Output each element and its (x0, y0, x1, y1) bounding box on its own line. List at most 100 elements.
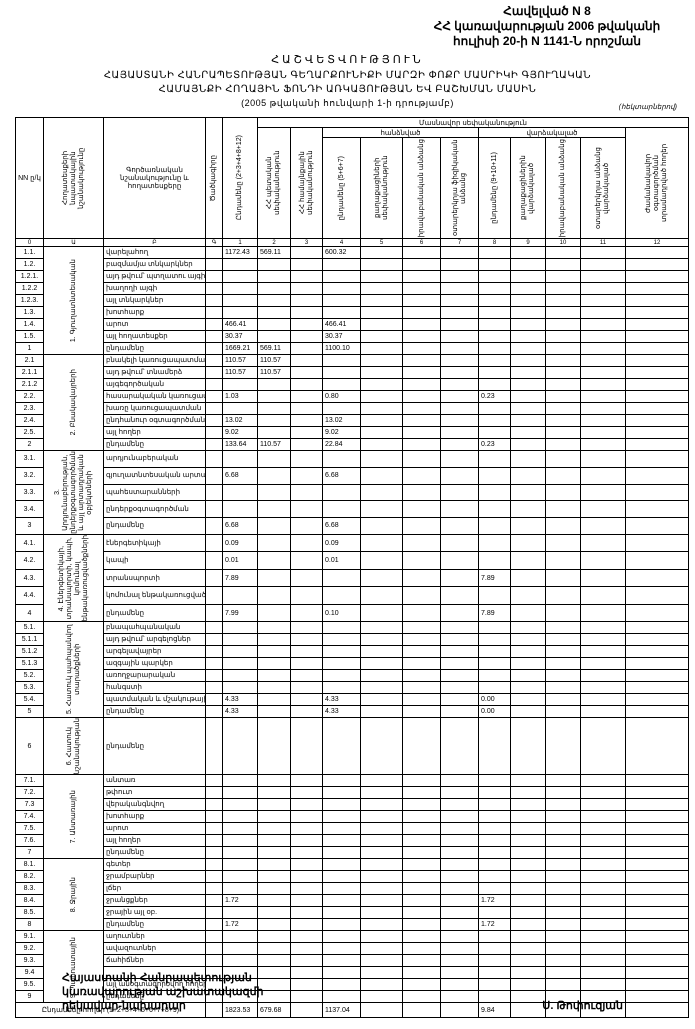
value-c9 (510, 466, 546, 485)
code-cell (205, 882, 223, 896)
row-name: ընդամենը (103, 705, 206, 719)
row-name: ընդամենը (103, 342, 206, 355)
value-c12 (624, 774, 690, 788)
value-c5 (360, 438, 403, 451)
value-c12 (624, 657, 690, 671)
table-row: 8.1. 8. Ջրային գետեր (15, 858, 690, 932)
row-number: 4.3. (15, 568, 44, 588)
table-row: 2.3. խառը կառուցապատման (15, 402, 690, 415)
value-c1: 1172.43 (222, 246, 258, 259)
row-number: 7.5. (15, 822, 44, 836)
code-cell (205, 942, 223, 956)
value-c7 (440, 966, 479, 980)
value-c1: 0.09 (222, 533, 258, 553)
value-c11 (580, 603, 626, 623)
column-number: 12 (624, 238, 690, 247)
value-c9 (510, 774, 546, 788)
value-c3 (290, 798, 323, 812)
value-c4 (322, 681, 361, 695)
value-c7 (440, 774, 479, 788)
value-c10 (545, 282, 581, 295)
value-c1 (222, 402, 258, 415)
table-row: 3.1. 3. Արդյունաբերության, ընդերքօգտագործ… (15, 450, 690, 535)
value-c9 (510, 870, 546, 884)
row-number: 8.4. (15, 894, 44, 908)
value-c7 (440, 870, 479, 884)
value-c4 (322, 306, 361, 319)
value-c11 (580, 954, 626, 968)
value-c10 (545, 354, 581, 367)
value-c1 (222, 882, 258, 896)
value-c12 (624, 294, 690, 307)
code-cell (205, 483, 223, 502)
value-c7 (440, 551, 479, 570)
value-c8 (478, 270, 511, 283)
value-c1 (222, 786, 258, 800)
value-c9 (510, 954, 546, 968)
row-number: 2.2. (15, 390, 44, 403)
value-c10 (545, 657, 581, 671)
value-c6 (402, 906, 441, 920)
value-c9 (510, 270, 546, 283)
value-c12 (624, 705, 690, 719)
value-c10 (545, 517, 581, 535)
value-c5 (360, 390, 403, 403)
table-row: 4.4. կոմունալ ենթակառուցվածքների (15, 586, 690, 605)
value-c8 (478, 450, 511, 468)
header-sub2: վարձակալած (478, 127, 626, 138)
value-c3 (290, 378, 323, 391)
value-c9 (510, 414, 546, 427)
value-c11 (580, 533, 626, 553)
value-c12 (624, 978, 690, 992)
value-c6 (402, 466, 441, 485)
table-row: 1.2.3. այլ տնկարկներ (15, 294, 690, 307)
row-name: արդյունաբերական (103, 450, 206, 468)
column-number: Գ (205, 238, 223, 247)
value-c3 (290, 966, 323, 980)
value-c9 (510, 450, 546, 468)
value-c7 (440, 500, 479, 519)
value-c10 (545, 978, 581, 992)
value-c5 (360, 858, 403, 872)
value-c2: 110.57 (257, 438, 291, 451)
value-c4 (322, 834, 361, 848)
value-c5 (360, 894, 403, 908)
value-c11 (580, 942, 626, 956)
row-number: 2.4. (15, 414, 44, 427)
value-c4 (322, 930, 361, 944)
column-number: 8 (478, 238, 511, 247)
value-c9 (510, 342, 546, 355)
value-c7 (440, 858, 479, 872)
value-c9 (510, 705, 546, 719)
value-c4: 466.41 (322, 318, 361, 331)
signature-line: կառավարության աշխատակազմի (62, 986, 264, 998)
value-c1 (222, 870, 258, 884)
value-c9 (510, 603, 546, 623)
value-c9 (510, 918, 546, 932)
value-c7 (440, 822, 479, 836)
table-row: 4.1. 4. Էներգետիկայի, տրանսպորտի, կապի, կ… (15, 533, 690, 623)
value-c11 (580, 786, 626, 800)
value-c12 (624, 882, 690, 896)
value-c3 (290, 426, 323, 439)
table-row: 1.2.1. այդ թվում՝ պտղատու այգի (15, 270, 690, 283)
value-c2 (257, 918, 291, 932)
row-name: հանգստի (103, 681, 206, 695)
value-c7 (440, 282, 479, 295)
code-cell (205, 330, 223, 343)
value-c6 (402, 294, 441, 307)
value-c11 (580, 366, 626, 379)
value-c11 (580, 568, 626, 588)
column-number: 11 (580, 238, 626, 247)
row-name: այգեգործական (103, 378, 206, 391)
row-number: 4 (15, 603, 44, 623)
value-c9 (510, 942, 546, 956)
value-c9 (510, 906, 546, 920)
value-c3 (290, 621, 323, 635)
value-c5 (360, 942, 403, 956)
value-c4 (322, 378, 361, 391)
value-c11 (580, 306, 626, 319)
code-cell (205, 810, 223, 824)
row-name: կոմունալ ենթակառուցվածքների (103, 586, 206, 605)
value-c4 (322, 270, 361, 283)
